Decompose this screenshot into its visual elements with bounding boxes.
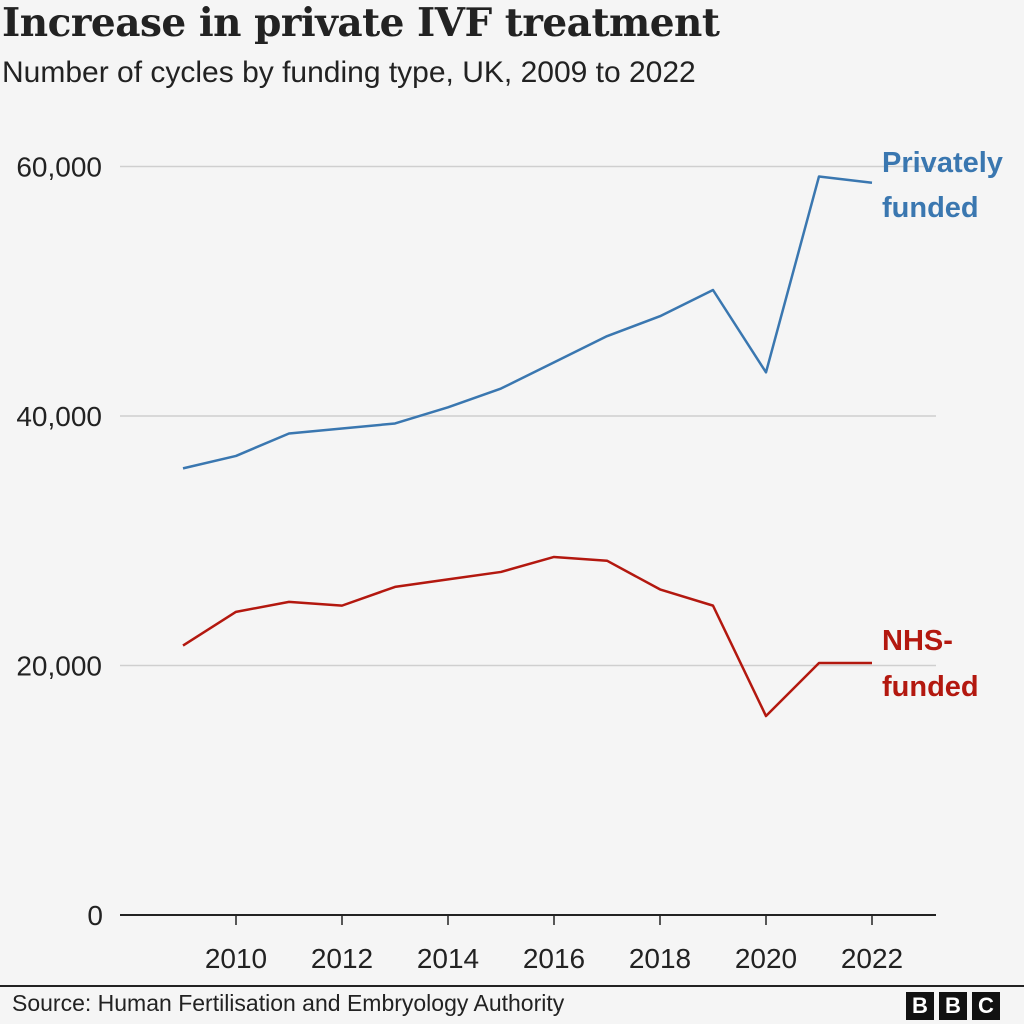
y-tick-label: 0 — [87, 900, 103, 931]
series-label: Privately — [882, 147, 1003, 179]
y-tick-label: 40,000 — [16, 401, 102, 432]
x-tick-label: 2014 — [417, 943, 479, 974]
x-tick-label: 2016 — [523, 943, 585, 974]
x-tick-label: 2012 — [311, 943, 373, 974]
series-label: funded — [882, 671, 979, 703]
y-tick-label: 60,000 — [16, 152, 102, 183]
footer-divider — [0, 985, 1024, 987]
chart-subtitle: Number of cycles by funding type, UK, 20… — [2, 56, 696, 89]
series-line-private — [182, 175, 873, 470]
x-tick-label: 2022 — [841, 943, 903, 974]
x-tick-label: 2010 — [205, 943, 267, 974]
chart-title: Increase in private IVF treatment — [2, 0, 720, 46]
series-label: funded — [882, 192, 979, 224]
source-note: Source: Human Fertilisation and Embryolo… — [12, 990, 565, 1016]
y-tick-label: 20,000 — [16, 651, 102, 682]
series-label: NHS- — [882, 625, 953, 657]
x-tick-label: 2020 — [735, 943, 797, 974]
line-chart: 0 20,000 40,000 60,000 2010 2012 2014 2016 2018 2… — [16, 147, 1003, 974]
x-tick-label: 2018 — [629, 943, 691, 974]
series-line-nhs — [182, 555, 872, 718]
